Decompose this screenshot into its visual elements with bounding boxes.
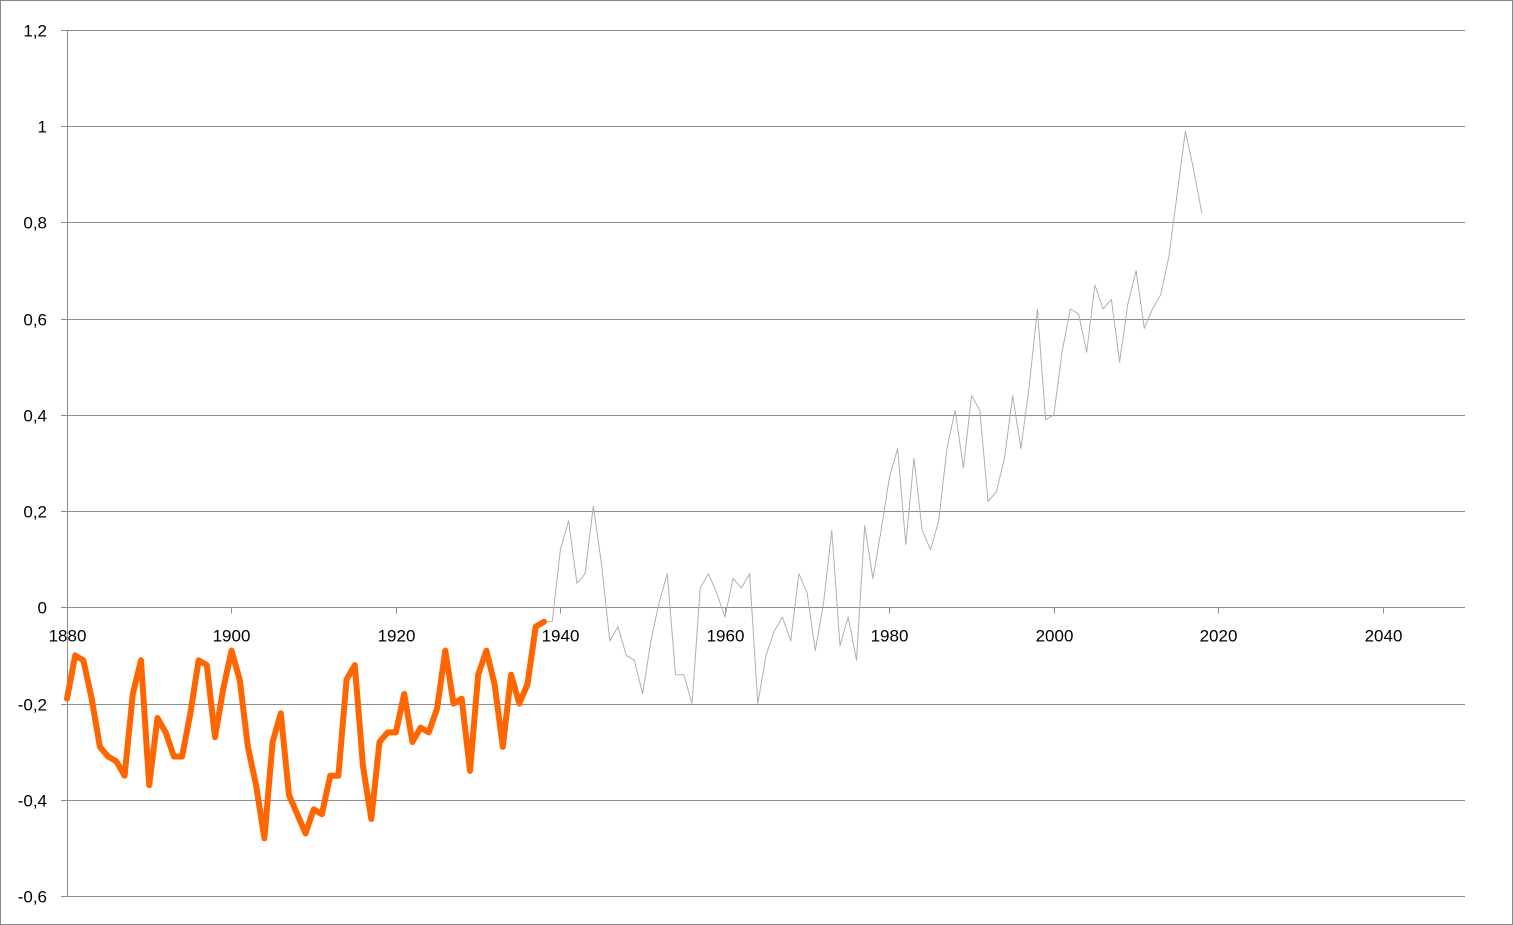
x-tick-label: 1980 <box>871 627 909 646</box>
series-line-orange <box>64 618 547 842</box>
x-tick-label: 1940 <box>542 627 580 646</box>
axes <box>61 30 1465 897</box>
y-tick-label: 0 <box>38 599 47 618</box>
x-tick-label: 2040 <box>1365 627 1403 646</box>
y-tick-label: 0,6 <box>23 311 47 330</box>
series-line-gray <box>543 130 1203 705</box>
x-tick-label: 1880 <box>49 627 87 646</box>
series-group <box>64 130 1203 842</box>
y-tick-label: 1,2 <box>23 22 47 41</box>
y-tick-label: -0,2 <box>18 696 47 715</box>
y-tick-label: 0,4 <box>23 407 47 426</box>
y-tick-label: 1 <box>38 118 47 137</box>
x-tick-label: 1900 <box>213 627 251 646</box>
x-tick-label: 1960 <box>707 627 745 646</box>
x-tick-label: 2020 <box>1200 627 1238 646</box>
x-tick-label: 1920 <box>378 627 416 646</box>
y-tick-label: -0,6 <box>18 888 47 907</box>
y-tick-label: -0,4 <box>18 792 47 811</box>
x-tick-labels: 1880 1900 1920 1940 1960 1980 2000 2020 2040 <box>49 627 1403 646</box>
y-tick-label: 0,8 <box>23 214 47 233</box>
y-tick-label: 0,2 <box>23 503 47 522</box>
gridlines <box>67 30 1465 897</box>
x-tick-label: 2000 <box>1036 627 1074 646</box>
y-tick-labels: -0,6 -0,4 -0,2 0 0,2 0,4 0,6 0,8 1 1,2 <box>18 22 47 907</box>
